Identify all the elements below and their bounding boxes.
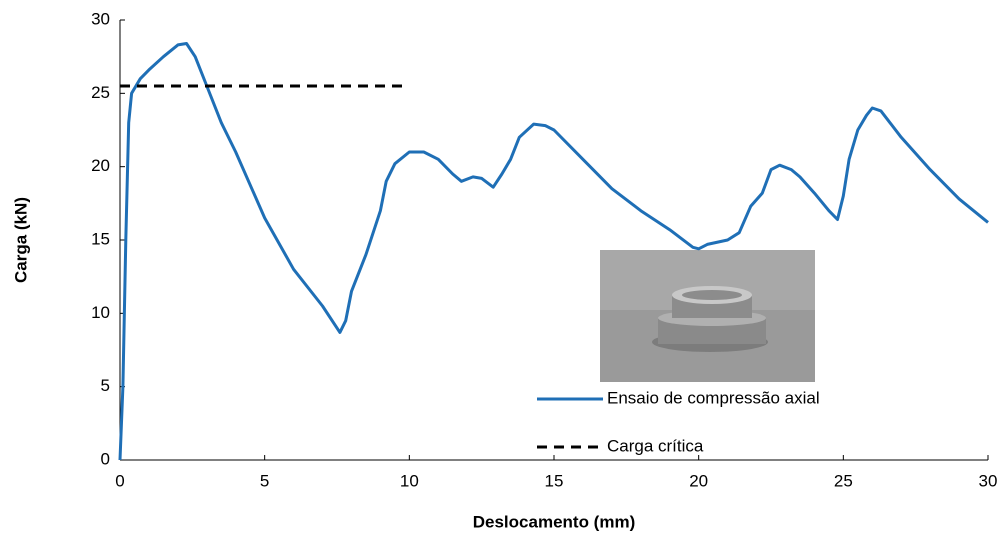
legend-label: Ensaio de compressão axial	[607, 388, 820, 407]
y-tick-label: 5	[101, 376, 110, 395]
y-tick-label: 25	[91, 83, 110, 102]
data-line	[118, 42, 989, 461]
photo-inset	[600, 250, 815, 382]
y-tick-label: 20	[91, 156, 110, 175]
y-tick-label: 10	[91, 303, 110, 322]
legend-label: Carga crítica	[607, 436, 704, 455]
x-axis-title: Deslocamento (mm)	[473, 512, 635, 531]
y-tick-label: 30	[91, 9, 110, 28]
x-tick-label: 25	[834, 471, 853, 490]
y-axis-title: Carga (kN)	[11, 197, 30, 283]
x-tick-label: 5	[260, 471, 269, 490]
y-tick-label: 15	[91, 229, 110, 248]
y-tick-label: 0	[101, 449, 110, 468]
x-tick-label: 20	[689, 471, 708, 490]
x-tick-label: 15	[545, 471, 564, 490]
x-tick-label: 0	[115, 471, 124, 490]
x-tick-label: 30	[979, 471, 998, 490]
x-tick-label: 10	[400, 471, 419, 490]
